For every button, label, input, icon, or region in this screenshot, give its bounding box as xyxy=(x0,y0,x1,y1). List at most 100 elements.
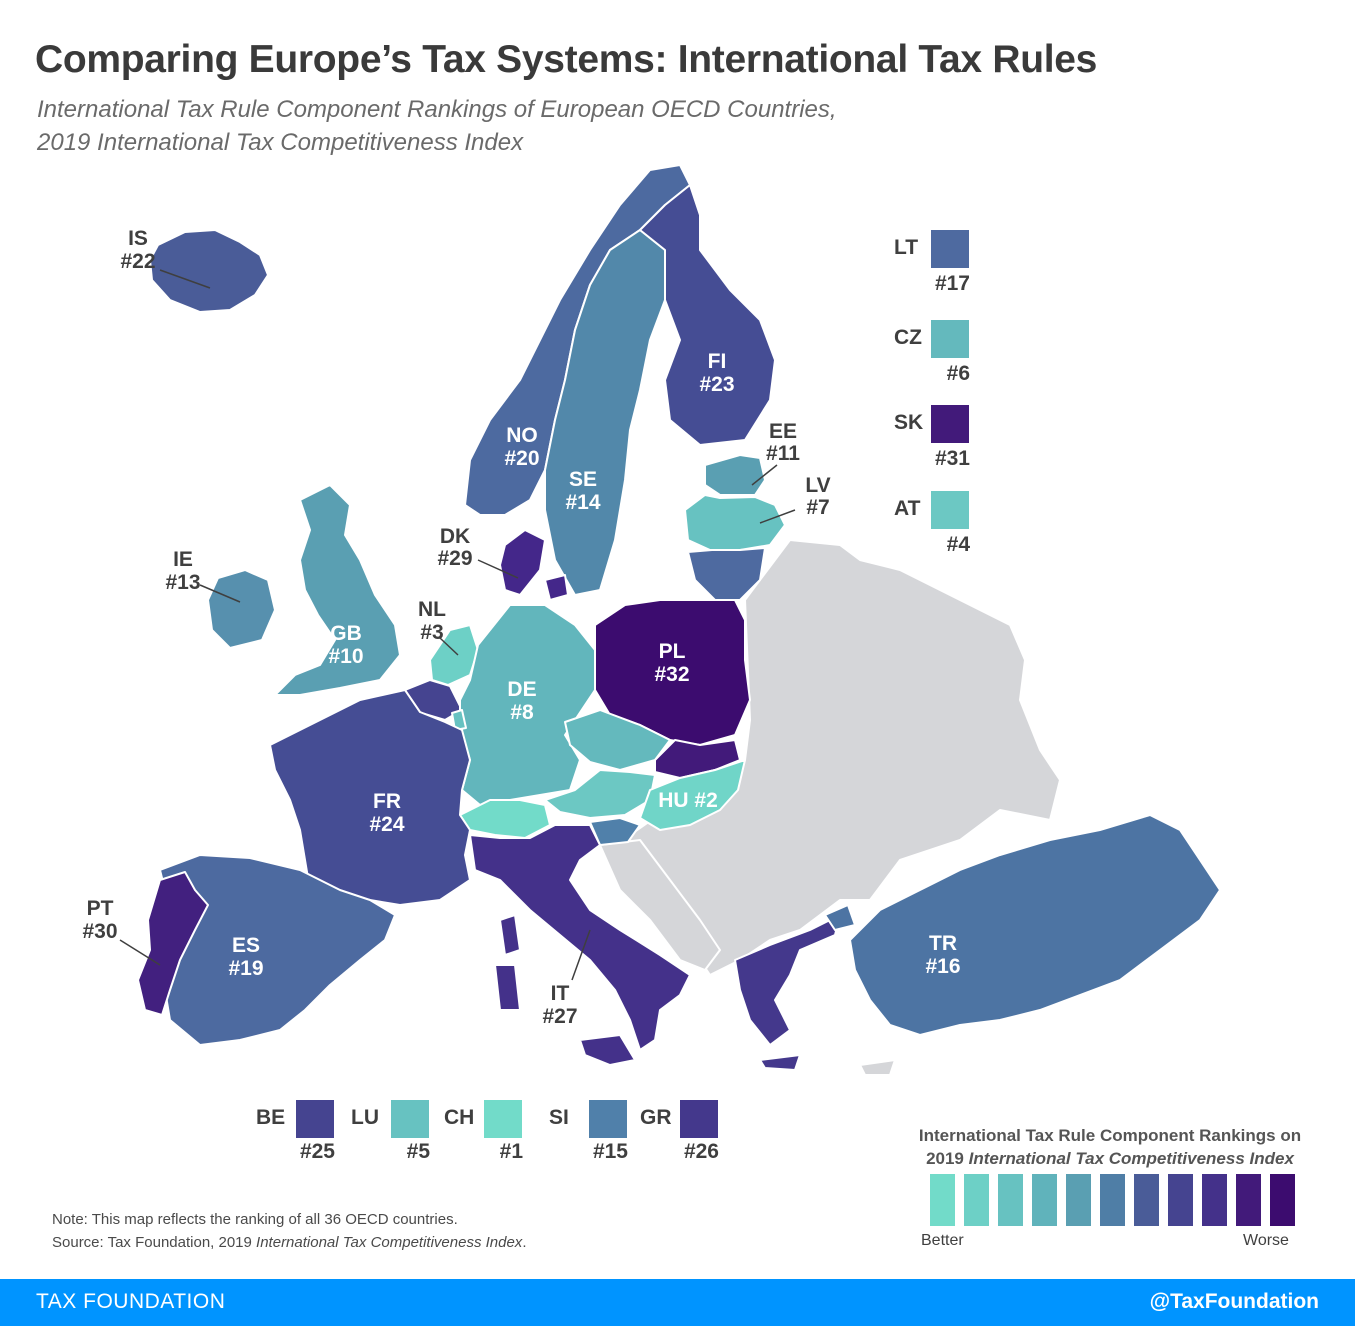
leader-line-ireland xyxy=(199,584,241,603)
side-legend-rank: #17 xyxy=(934,272,970,295)
bottom-legend-item-si: SI #15 xyxy=(545,1098,640,1168)
label-spain-code: ES xyxy=(232,934,260,957)
label-netherlands-code: NL xyxy=(418,598,446,621)
country-austria[interactable] xyxy=(544,769,656,819)
country-latvia[interactable] xyxy=(684,494,786,551)
label-france-code: FR xyxy=(373,790,401,813)
scale-swatch xyxy=(998,1174,1023,1226)
label-latvia-rank: #7 xyxy=(806,496,829,519)
scale-title: International Tax Rule Component Ranking… xyxy=(895,1124,1325,1170)
country-switzerland[interactable] xyxy=(459,799,551,839)
label-ireland-rank: #13 xyxy=(165,571,200,594)
country-denmark[interactable] xyxy=(499,529,569,601)
scale-swatch xyxy=(1032,1174,1057,1226)
leader-line-iceland xyxy=(159,269,211,289)
country-ireland[interactable] xyxy=(207,569,276,649)
country-turkey[interactable] xyxy=(824,814,1221,1036)
page-subtitle: International Tax Rule Component Ranking… xyxy=(37,93,997,159)
footer-handle[interactable]: @TaxFoundation xyxy=(1149,1290,1319,1313)
source-suffix: . xyxy=(522,1234,527,1251)
scale-swatch xyxy=(1134,1174,1159,1226)
label-sweden-code: SE xyxy=(569,468,597,491)
bottom-legend-item-lu: LU #5 xyxy=(347,1098,442,1168)
country-uk[interactable] xyxy=(274,484,401,696)
scale-better-label: Better xyxy=(921,1232,964,1249)
bottom-legend-rank: #1 xyxy=(499,1140,523,1163)
scale-swatch xyxy=(1236,1174,1261,1226)
scale-swatch xyxy=(1270,1174,1295,1226)
country-lithuania[interactable] xyxy=(687,547,766,601)
non-oecd-balkans-west xyxy=(599,839,721,971)
scale-swatch xyxy=(964,1174,989,1226)
label-germany-rank: #8 xyxy=(510,701,534,724)
label-turkey-code: TR xyxy=(929,932,957,955)
side-legend-item-at: AT #4 xyxy=(890,489,980,559)
side-legend-rank: #4 xyxy=(946,533,970,556)
label-iceland-rank: #22 xyxy=(120,250,155,273)
side-legend-swatch xyxy=(931,320,969,358)
bottom-legend-code: GR xyxy=(640,1106,672,1129)
label-norway-code: NO xyxy=(506,424,538,447)
bottom-legend-code: CH xyxy=(444,1106,475,1129)
bottom-legend-swatch xyxy=(589,1100,627,1138)
bottom-legend-code: LU xyxy=(351,1106,379,1129)
label-turkey-rank: #16 xyxy=(925,955,960,978)
side-legend-item-lt: LT #17 xyxy=(890,228,980,298)
side-legend-code: SK xyxy=(894,411,924,434)
bottom-legend-rank: #25 xyxy=(299,1140,335,1163)
country-sweden[interactable] xyxy=(544,229,666,596)
scale-swatch xyxy=(930,1174,955,1226)
label-uk-rank: #10 xyxy=(328,645,363,668)
side-legend-swatch xyxy=(931,405,969,443)
label-italy-rank: #27 xyxy=(542,1005,577,1028)
country-france[interactable] xyxy=(269,689,471,906)
label-latvia-code: LV xyxy=(805,474,830,497)
label-netherlands-rank: #3 xyxy=(420,621,443,644)
leader-line-portugal xyxy=(119,939,161,966)
bottom-legend-code: SI xyxy=(549,1106,569,1129)
label-estonia-rank: #11 xyxy=(766,442,800,465)
subtitle-line-1: International Tax Rule Component Ranking… xyxy=(37,96,837,123)
side-legend-code: LT xyxy=(894,236,919,259)
country-portugal[interactable] xyxy=(137,871,209,1016)
scale-title-line-1: International Tax Rule Component Ranking… xyxy=(918,1126,1302,1145)
scale-title-index: International Tax Competitiveness Index xyxy=(968,1149,1294,1168)
side-legend-swatch xyxy=(931,230,969,268)
label-iceland-code: IS xyxy=(128,227,148,250)
label-finland-rank: #23 xyxy=(699,373,734,396)
label-spain-rank: #19 xyxy=(228,957,263,980)
side-legend-rank: #6 xyxy=(946,362,970,385)
bottom-legend-code: BE xyxy=(256,1106,286,1129)
label-portugal-code: PT xyxy=(87,897,114,920)
country-luxembourg[interactable] xyxy=(451,709,467,731)
country-italy[interactable] xyxy=(469,824,691,1066)
side-legend-item-cz: CZ #6 xyxy=(890,318,980,388)
country-iceland[interactable] xyxy=(149,229,269,313)
footer-bar: TAX FOUNDATION @TaxFoundation xyxy=(0,1279,1355,1326)
leader-line-netherlands xyxy=(439,637,459,656)
non-oecd-cyprus xyxy=(859,1059,896,1076)
bottom-legend-swatch xyxy=(680,1100,718,1138)
side-legend-item-sk: SK #31 xyxy=(890,403,980,473)
leader-line-latvia xyxy=(759,509,796,524)
country-finland[interactable] xyxy=(639,184,776,446)
page-title: Comparing Europe’s Tax Systems: Internat… xyxy=(35,38,1098,81)
scale-swatch xyxy=(1168,1174,1193,1226)
scale-title-line-2: 2019 International Tax Competitiveness I… xyxy=(895,1147,1325,1170)
side-legend-swatch xyxy=(931,491,969,529)
country-estonia[interactable] xyxy=(704,454,766,496)
scale-title-year: 2019 xyxy=(926,1149,964,1168)
label-uk-code: GB xyxy=(330,622,362,645)
label-poland-code: PL xyxy=(659,640,686,663)
bottom-legend-swatch xyxy=(484,1100,522,1138)
leader-line-italy xyxy=(571,929,591,981)
label-germany-code: DE xyxy=(507,678,536,701)
country-hungary[interactable] xyxy=(639,759,746,831)
footer-brand[interactable]: TAX FOUNDATION xyxy=(36,1290,226,1313)
label-poland-rank: #32 xyxy=(654,663,689,686)
side-legend-code: AT xyxy=(894,497,921,520)
label-hungary: HU #2 xyxy=(658,789,718,812)
country-greece[interactable] xyxy=(734,914,841,1071)
label-portugal-rank: #30 xyxy=(82,920,117,943)
